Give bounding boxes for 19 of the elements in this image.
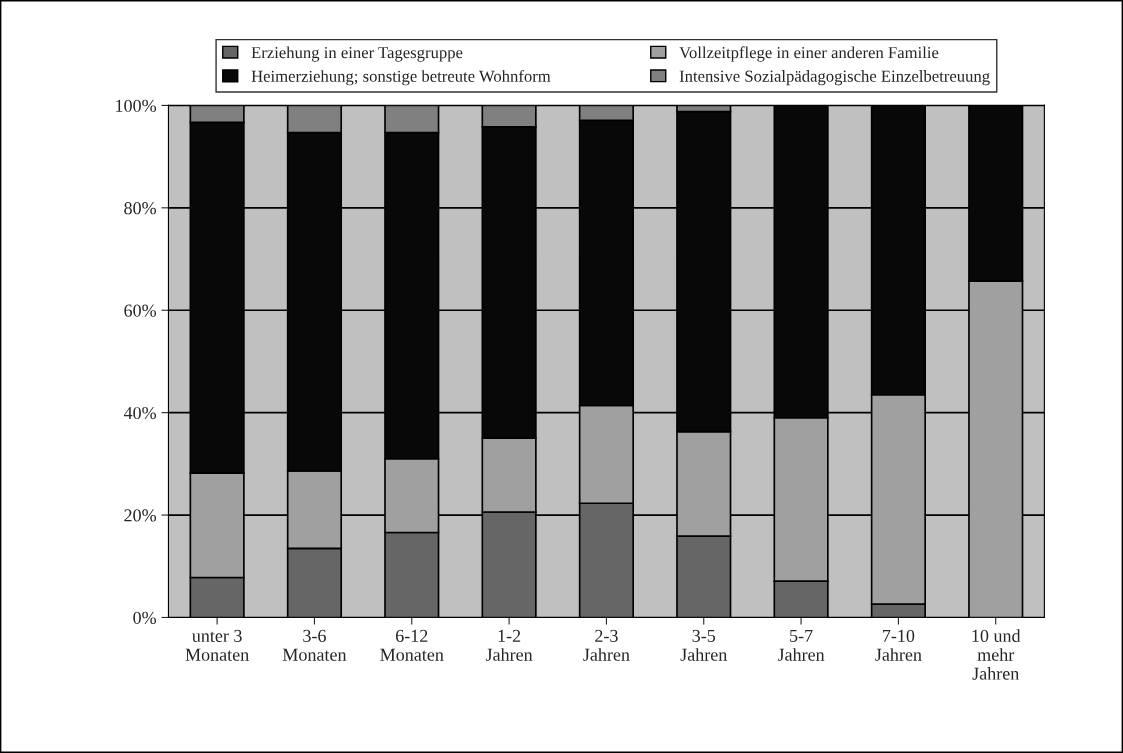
legend-label: Intensive Sozialpädagogische Einzelbetreuung [679, 70, 990, 86]
x-tick-label: unter 3 Monaten [185, 629, 249, 661]
x-tick-label: 10 und mehr Jahren [972, 629, 1021, 680]
x-tick-label: 3-5 Jahren [680, 629, 728, 661]
x-tick-label: 3-6 Monaten [282, 629, 347, 661]
x-tick-label: 2-3 Jahren [583, 629, 630, 661]
y-tick-label: 20% [124, 509, 157, 522]
x-tick-label: 1-2 Jahren [485, 629, 533, 661]
x-tick-label: 7-10 Jahren [875, 629, 922, 661]
y-tick-label: 80% [124, 202, 157, 215]
legend-label: Heimerziehung; sonstige betreute Wohnform [251, 69, 551, 86]
y-tick-label: 100% [116, 99, 157, 112]
y-tick-label: 0% [133, 611, 157, 624]
x-tick-label: 6-12 Monaten [380, 629, 444, 661]
legend-label: Vollzeitpflege in einer anderen Familie [679, 46, 939, 62]
y-tick-label: 40% [123, 406, 157, 420]
y-tick-label: 60% [124, 304, 157, 317]
x-tick-label: 5-7 Jahren [777, 629, 825, 661]
legend-label: Erziehung in einer Tagesgruppe [251, 46, 463, 62]
